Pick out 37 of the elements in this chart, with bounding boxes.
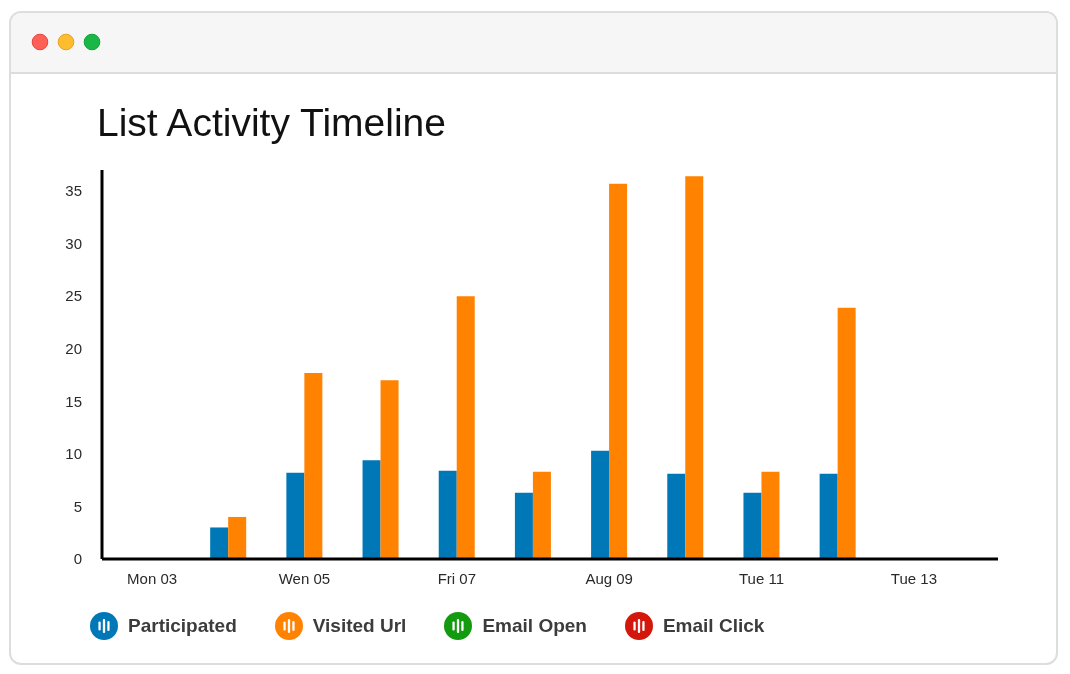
bar — [456, 296, 475, 559]
bar — [228, 516, 247, 559]
y-tick-label: 10 — [65, 445, 82, 463]
bar — [210, 527, 229, 559]
bar — [514, 492, 533, 559]
legend-label: Email Click — [662, 615, 765, 637]
y-tick-label: 35 — [65, 182, 82, 200]
bar — [743, 492, 762, 559]
bar — [380, 380, 399, 559]
bar — [532, 471, 551, 559]
legend-label: Visited Url — [312, 615, 407, 637]
x-tick-label: Wen 05 — [278, 569, 331, 587]
bar — [591, 450, 610, 559]
y-tick-label: 0 — [73, 550, 82, 568]
bar — [304, 372, 323, 559]
x-tick-label: Fri 07 — [437, 569, 476, 587]
bar — [438, 470, 457, 559]
y-tick-label: 5 — [73, 497, 82, 515]
bar — [667, 473, 686, 559]
y-tick-label: 20 — [65, 340, 82, 358]
y-tick-label: 15 — [65, 392, 82, 410]
chart-title: List Activity Timeline — [97, 101, 446, 145]
bar — [761, 471, 780, 559]
y-tick-label: 25 — [65, 287, 82, 305]
bar — [837, 307, 856, 559]
bar — [819, 473, 838, 559]
x-tick-label: Tue 13 — [890, 569, 937, 587]
bar — [685, 176, 704, 559]
x-tick-label: Mon 03 — [127, 569, 178, 587]
bar — [362, 460, 381, 559]
y-tick-label: 30 — [65, 234, 82, 252]
x-tick-label: Aug 09 — [585, 569, 633, 587]
legend-label: Participated — [128, 615, 237, 637]
x-tick-label: Tue 11 — [739, 569, 785, 587]
bar — [286, 472, 305, 559]
legend-label: Email Open — [482, 615, 587, 637]
bar — [609, 183, 628, 559]
